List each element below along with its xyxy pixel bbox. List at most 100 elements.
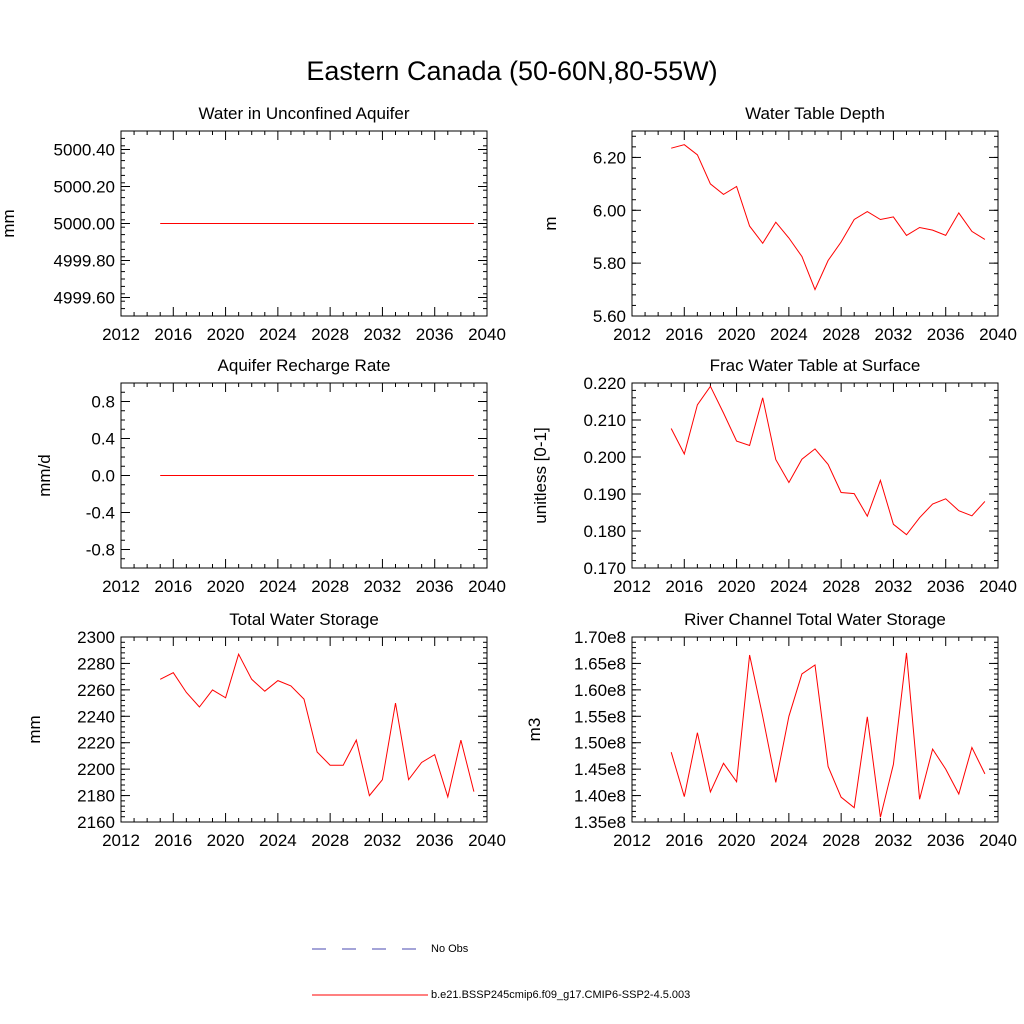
- x-tick-label: 2012: [613, 577, 651, 596]
- y-axis-label: mm/d: [35, 454, 54, 497]
- y-tick-label: 6.20: [593, 148, 626, 167]
- x-tick-label: 2040: [468, 325, 506, 344]
- chart-panel-2: Water Table Depth m 2012 2016 2020 2024 2028 20…: [541, 104, 1017, 344]
- x-tick-label: 2024: [770, 577, 808, 596]
- y-tick-label: 5000.00: [54, 215, 115, 234]
- x-tick-label: 2032: [875, 577, 913, 596]
- chart-title: Aquifer Recharge Rate: [218, 356, 391, 375]
- y-axis-label: mm: [0, 209, 18, 237]
- x-tick-label: 2028: [311, 325, 349, 344]
- y-tick-label: 2200: [77, 760, 115, 779]
- page-title: Eastern Canada (50-60N,80-55W): [306, 56, 718, 86]
- x-tick-label: 2028: [822, 325, 860, 344]
- chart-panel-6: River Channel Total Water Storage m3 2012 2…: [525, 610, 1017, 850]
- y-tick-label: 1.35e8: [574, 813, 626, 832]
- series-line-model: [159, 652, 475, 799]
- y-tick-label: -0.4: [86, 504, 115, 523]
- x-tick-label: 2032: [364, 831, 402, 850]
- y-tick-label: 1.45e8: [574, 760, 626, 779]
- y-tick-label: 0.220: [583, 374, 626, 393]
- x-tick-label: 2020: [718, 831, 756, 850]
- x-tick-label: 2032: [364, 325, 402, 344]
- x-tick-label: 2016: [154, 325, 192, 344]
- y-tick-label: 2260: [77, 681, 115, 700]
- y-tick-label: 1.40e8: [574, 787, 626, 806]
- y-axis-label: m3: [525, 718, 544, 742]
- y-tick-label: 6.00: [593, 201, 626, 220]
- y-tick-label: 2160: [77, 813, 115, 832]
- x-tick-label: 2040: [468, 577, 506, 596]
- series-line-model: [670, 385, 986, 536]
- x-tick-label: 2024: [259, 831, 297, 850]
- legend-model-label: b.e21.BSSP245cmip6.f09_g17.CMIP6-SSP2-4.…: [431, 989, 691, 1001]
- y-tick-label: 0.210: [583, 411, 626, 430]
- y-tick-label: 0.4: [91, 430, 115, 449]
- legend-model-line: [312, 994, 428, 996]
- y-tick-label: 2300: [77, 628, 115, 647]
- x-tick-label: 2036: [927, 831, 965, 850]
- y-axis-label: unitless [0-1]: [531, 427, 550, 523]
- series-line-model: [671, 144, 986, 291]
- x-tick-label: 2012: [613, 831, 651, 850]
- y-tick-label: 0.200: [583, 448, 626, 467]
- y-tick-label: 1.70e8: [574, 628, 626, 647]
- y-tick-label: 0.180: [583, 522, 626, 541]
- legend-obs-line: [312, 948, 420, 950]
- chart-title: Frac Water Table at Surface: [710, 356, 921, 375]
- x-tick-label: 2016: [154, 577, 192, 596]
- y-tick-label: 5000.40: [54, 141, 115, 160]
- chart-title: Total Water Storage: [229, 610, 379, 629]
- y-tick-label: 4999.60: [54, 289, 115, 308]
- x-tick-label: 2040: [979, 831, 1017, 850]
- chart-panel-1: Water in Unconfined Aquifer mm 2012 2016 202…: [0, 104, 506, 344]
- x-tick-label: 2032: [875, 325, 913, 344]
- legend-obs-label: No Obs: [431, 943, 469, 955]
- x-tick-label: 2024: [770, 325, 808, 344]
- y-tick-label: 2240: [77, 707, 115, 726]
- y-tick-label: 1.55e8: [574, 707, 626, 726]
- y-tick-label: -0.8: [86, 541, 115, 560]
- x-tick-label: 2020: [718, 577, 756, 596]
- x-tick-label: 2020: [718, 325, 756, 344]
- y-tick-label: 2280: [77, 654, 115, 673]
- y-tick-label: 1.60e8: [574, 681, 626, 700]
- y-tick-label: 0.8: [91, 393, 115, 412]
- x-tick-label: 2036: [416, 577, 454, 596]
- y-tick-label: 2220: [77, 734, 115, 753]
- chart-panel-4: Frac Water Table at Surface unitless [0-1…: [531, 356, 1017, 596]
- y-tick-label: 5.60: [593, 307, 626, 326]
- y-tick-label: 0.0: [91, 467, 115, 486]
- chart-title: Water in Unconfined Aquifer: [198, 104, 409, 123]
- x-tick-label: 2020: [207, 831, 245, 850]
- x-tick-label: 2036: [416, 325, 454, 344]
- x-tick-label: 2016: [665, 831, 703, 850]
- y-tick-label: 5.80: [593, 254, 626, 273]
- x-tick-label: 2028: [822, 577, 860, 596]
- x-tick-label: 2028: [311, 831, 349, 850]
- y-tick-label: 5000.20: [54, 178, 115, 197]
- y-axis-label: m: [541, 216, 560, 230]
- plot-frame: [631, 382, 999, 569]
- x-tick-label: 2028: [822, 831, 860, 850]
- x-tick-label: 2036: [416, 831, 454, 850]
- chart-panel-3: Aquifer Recharge Rate mm/d 2012 2016 2020 202…: [35, 356, 506, 596]
- x-tick-label: 2012: [102, 325, 140, 344]
- x-tick-label: 2016: [154, 831, 192, 850]
- x-tick-label: 2040: [979, 325, 1017, 344]
- x-tick-label: 2024: [770, 831, 808, 850]
- x-tick-label: 2016: [665, 577, 703, 596]
- x-tick-label: 2020: [207, 577, 245, 596]
- y-tick-label: 2180: [77, 787, 115, 806]
- chart-panel-5: Total Water Storage mm 2012 2016 2020 2024 202…: [25, 610, 506, 850]
- x-tick-label: 2020: [207, 325, 245, 344]
- y-tick-label: 0.170: [583, 559, 626, 578]
- series-line-model: [670, 652, 986, 818]
- x-tick-label: 2028: [311, 577, 349, 596]
- chart-title: Water Table Depth: [745, 104, 885, 123]
- plot-frame: [120, 636, 488, 823]
- x-tick-label: 2032: [875, 831, 913, 850]
- y-tick-label: 0.190: [583, 485, 626, 504]
- x-tick-label: 2012: [102, 831, 140, 850]
- y-tick-label: 4999.80: [54, 252, 115, 271]
